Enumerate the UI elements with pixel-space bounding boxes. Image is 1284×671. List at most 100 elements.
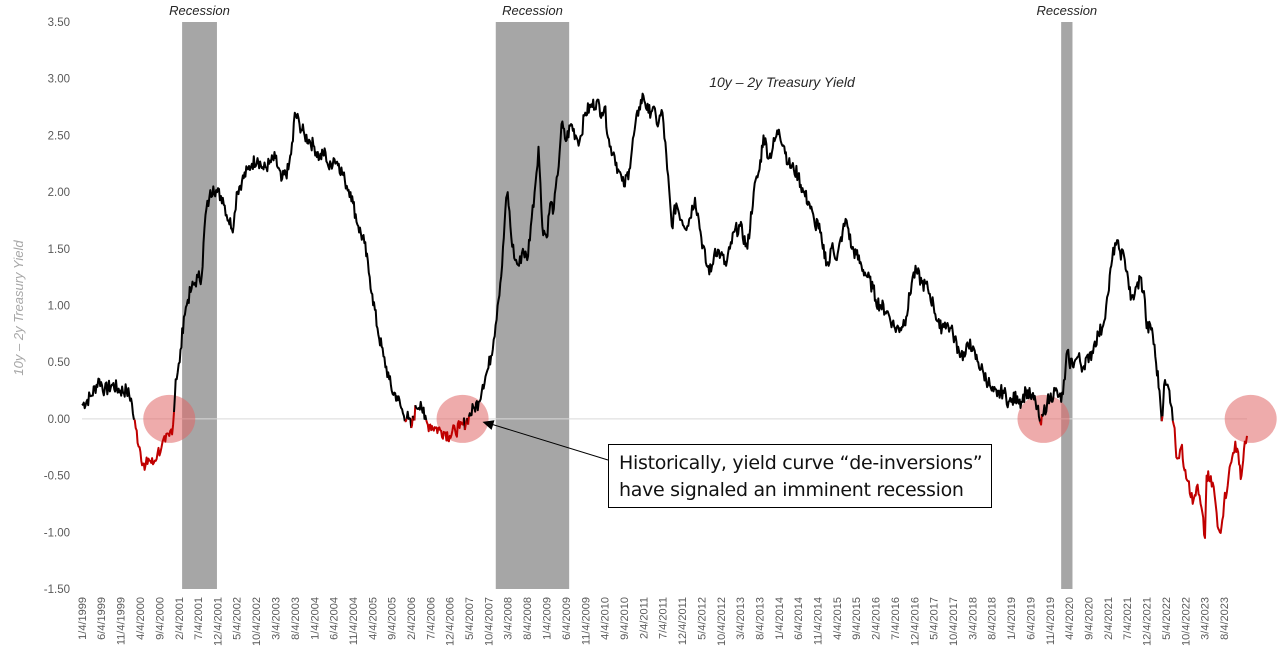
x-tick-label: 4/4/2020 <box>1064 597 1076 640</box>
inverted-segment <box>1039 414 1043 426</box>
annotation-arrow-head <box>482 420 495 430</box>
y-tick-label: 1.50 <box>48 244 70 256</box>
chart-title: 10y – 2y Treasury Yield <box>709 74 856 90</box>
y-tick-label: 1.00 <box>48 301 70 313</box>
inverted-segment <box>404 418 408 423</box>
x-tick-label: 6/4/2014 <box>793 597 805 640</box>
x-tick-label: 6/4/2004 <box>329 597 341 640</box>
annotation-line-1: Historically, yield curve “de-inversions… <box>619 452 983 474</box>
x-tick-label: 10/4/2002 <box>251 597 263 646</box>
annotation-callout: Historically, yield curve “de-inversions… <box>608 444 992 508</box>
x-tick-label: 9/4/2005 <box>387 597 399 640</box>
normal-segment <box>414 400 428 421</box>
x-tick-label: 1/4/2009 <box>542 597 554 640</box>
x-tick-label: 10/4/2012 <box>716 597 728 646</box>
de-inversion-circle <box>1017 394 1070 443</box>
x-tick-label: 11/4/2019 <box>1045 597 1057 645</box>
y-tick-label: -0.50 <box>44 471 70 483</box>
x-tick-label: 11/4/1999 <box>116 597 128 645</box>
x-tick-label: 12/4/2011 <box>677 597 689 645</box>
y-tick-label: -1.50 <box>44 584 70 596</box>
x-tick-label: 10/4/2007 <box>483 597 495 646</box>
y-tick-label: 3.00 <box>48 74 70 86</box>
inverted-segment <box>1171 420 1248 539</box>
x-tick-label: 10/4/2022 <box>1180 597 1192 646</box>
x-tick-label: 10/4/2017 <box>948 597 960 646</box>
x-tick-label: 11/4/2014 <box>813 597 825 645</box>
x-tick-label: 7/4/2001 <box>193 597 205 640</box>
recession-label: Recession <box>1036 3 1097 18</box>
x-tick-label: 1/4/2004 <box>309 597 321 640</box>
x-tick-label: 5/4/2012 <box>696 597 708 640</box>
x-tick-label: 6/4/1999 <box>96 597 108 640</box>
de-inversion-circle <box>436 394 489 443</box>
x-tick-label: 6/4/2019 <box>1025 597 1037 640</box>
inverted-segment <box>1160 416 1164 422</box>
de-inversion-circle <box>1224 394 1277 443</box>
y-tick-label: 3.50 <box>48 17 70 29</box>
y-tick-label: 2.50 <box>48 130 70 142</box>
x-tick-label: 2/4/2021 <box>1103 597 1115 640</box>
x-tick-label: 3/4/2003 <box>270 597 282 640</box>
x-tick-label: 11/4/2009 <box>580 597 592 645</box>
y-axis-label: 10y – 2y Treasury Yield <box>11 240 26 376</box>
annotation-arrow-line <box>490 423 609 461</box>
x-tick-label: 5/4/2007 <box>464 597 476 640</box>
x-tick-label: 8/4/2023 <box>1219 597 1231 640</box>
x-tick-label: 7/4/2006 <box>425 597 437 640</box>
x-tick-label: 11/4/2004 <box>348 597 360 645</box>
x-tick-label: 2/4/2001 <box>174 597 186 640</box>
x-tick-label: 2/4/2006 <box>406 597 418 640</box>
normal-segment <box>1161 379 1174 421</box>
x-tick-label: 3/4/2008 <box>503 597 515 640</box>
x-tick-label: 8/4/2018 <box>987 597 999 640</box>
x-tick-label: 8/4/2008 <box>522 597 534 640</box>
normal-segment <box>405 410 413 429</box>
x-axis: 1/4/1999 6/4/1999 11/4/1999 4/4/2000 9/4/200… <box>77 597 1231 646</box>
x-tick-label: 12/4/2006 <box>445 597 457 646</box>
recession-bands: Recession Recession Recession <box>169 3 1097 589</box>
x-tick-label: 9/4/2015 <box>851 597 863 640</box>
x-tick-label: 1/4/2014 <box>774 597 786 640</box>
x-tick-label: 3/4/2023 <box>1200 597 1212 640</box>
y-axis: 3.50 3.00 2.50 2.00 1.50 1.00 0.50 0.00 -0.50 -1.… <box>44 17 70 596</box>
annotation-line-2: have signaled an imminent recession <box>619 479 964 501</box>
annotation-arrow <box>482 420 609 461</box>
x-tick-label: 8/4/2013 <box>754 597 766 640</box>
recession-band <box>1061 22 1073 589</box>
x-tick-label: 12/4/2021 <box>1142 597 1154 646</box>
recession-label: Recession <box>502 3 563 18</box>
de-inversion-circle <box>143 394 196 443</box>
x-tick-label: 1/4/2019 <box>1006 597 1018 640</box>
normal-segment <box>173 111 406 422</box>
recession-band <box>495 22 570 589</box>
spread-series <box>81 92 1248 539</box>
x-tick-label: 12/4/2016 <box>909 597 921 646</box>
x-tick-label: 7/4/2021 <box>1122 597 1134 640</box>
inverted-segment <box>467 416 470 425</box>
x-tick-label: 8/4/2003 <box>290 597 302 640</box>
x-tick-label: 3/4/2013 <box>735 597 747 640</box>
inverted-segment <box>425 417 465 443</box>
y-tick-label: 0.00 <box>48 414 70 426</box>
x-tick-label: 4/4/2005 <box>367 597 379 640</box>
inverted-segment <box>133 411 175 471</box>
x-tick-label: 4/4/2015 <box>832 597 844 640</box>
y-tick-label: 0.50 <box>48 357 70 369</box>
x-tick-label: 1/4/1999 <box>77 597 89 640</box>
x-tick-label: 5/4/2022 <box>1161 597 1173 640</box>
x-tick-label: 2/4/2011 <box>638 597 650 639</box>
x-tick-label: 7/4/2016 <box>890 597 902 640</box>
x-tick-label: 6/4/2009 <box>561 597 573 640</box>
x-tick-label: 7/4/2011 <box>658 597 670 639</box>
recession-label: Recession <box>169 3 230 18</box>
normal-segment <box>1040 239 1163 422</box>
x-tick-label: 5/4/2017 <box>929 597 941 640</box>
x-tick-label: 2/4/2016 <box>871 597 883 640</box>
y-tick-label: -1.00 <box>44 527 70 539</box>
x-tick-label: 9/4/2010 <box>619 597 631 640</box>
normal-segment <box>467 92 1041 422</box>
x-tick-label: 4/4/2010 <box>600 597 612 640</box>
recession-band <box>182 22 217 589</box>
